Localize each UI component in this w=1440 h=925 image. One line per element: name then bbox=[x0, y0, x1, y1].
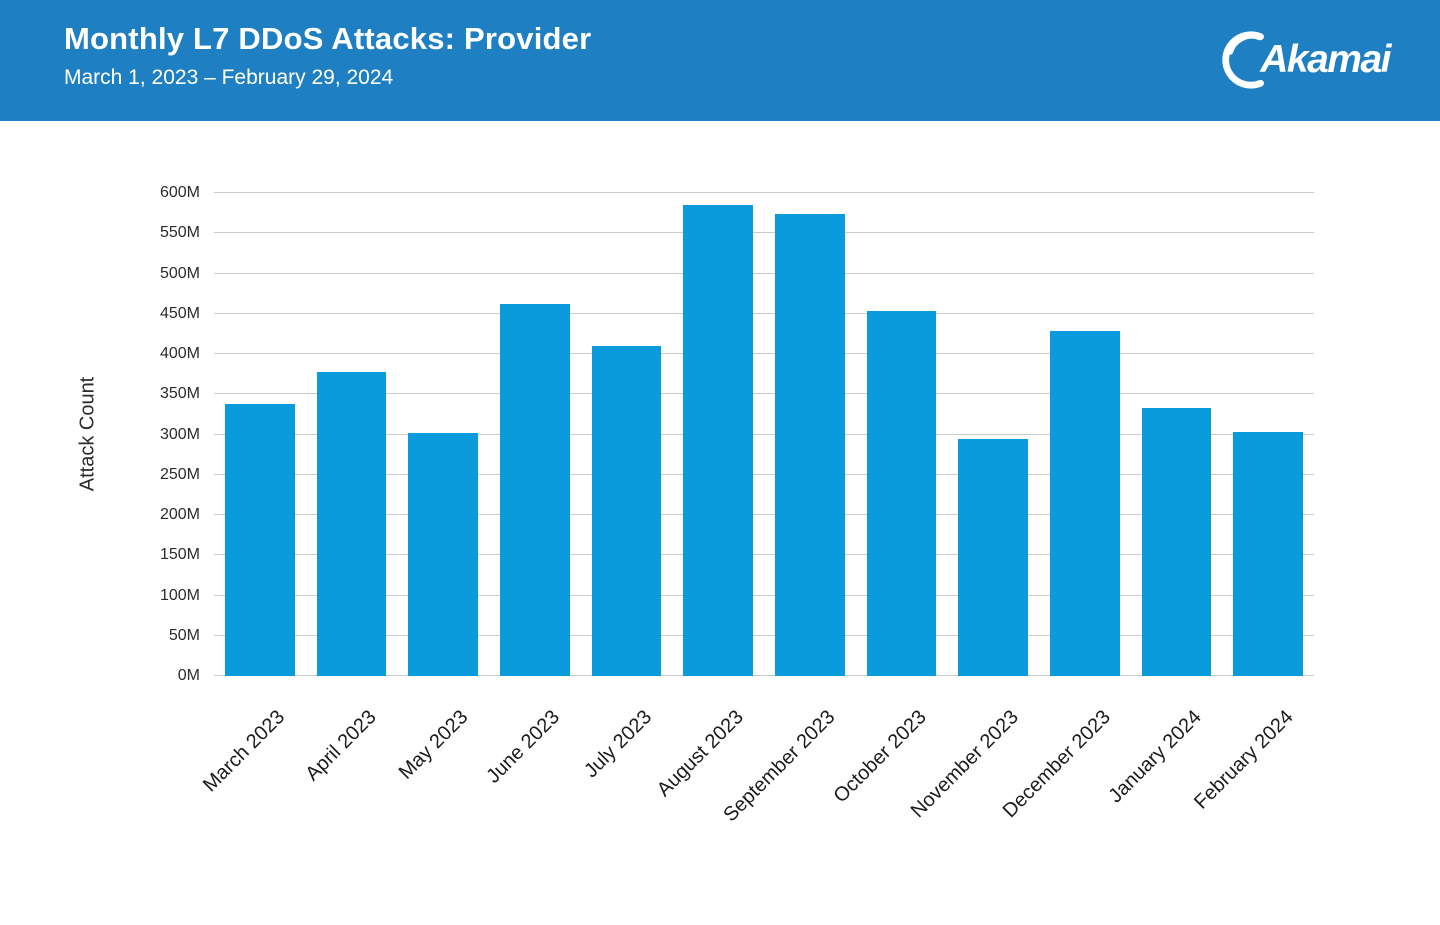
gridline-600M bbox=[214, 192, 1314, 193]
bar-slot-september-2023 bbox=[764, 193, 856, 676]
x-tick-june-2023: June 2023 bbox=[482, 706, 565, 788]
akamai-crescent-icon bbox=[1222, 31, 1265, 89]
header-banner: Monthly L7 DDoS Attacks: Provider March … bbox=[0, 0, 1440, 121]
bar-slot-march-2023 bbox=[214, 193, 306, 676]
gridline-50M bbox=[214, 634, 1314, 636]
gridline-300M bbox=[214, 433, 1314, 435]
x-tick-march-2023: March 2023 bbox=[199, 706, 290, 797]
x-tick-april-2023: April 2023 bbox=[301, 706, 382, 786]
bar-slot-october-2023 bbox=[856, 193, 948, 676]
gridline-250M bbox=[214, 473, 1314, 475]
y-tick-0M: 0M bbox=[177, 667, 200, 684]
y-tick-600M: 600M bbox=[159, 184, 200, 201]
y-tick-300M: 300M bbox=[159, 425, 200, 443]
x-axis-tick-labels: March 2023 April 2023 May 2023 June 2023 Jul… bbox=[199, 676, 1314, 925]
bar-june-2023 bbox=[500, 304, 570, 676]
y-tick-400M: 400M bbox=[159, 345, 200, 362]
x-tick-january-2024: January 2024 bbox=[1104, 706, 1207, 808]
gridline-200M bbox=[214, 514, 1314, 515]
gridline-400M bbox=[214, 353, 1314, 354]
page-title: Monthly L7 DDoS Attacks: Provider bbox=[64, 21, 592, 56]
gridline-500M bbox=[214, 272, 1314, 274]
bar-may-2023 bbox=[408, 432, 478, 676]
y-tick-500M: 500M bbox=[159, 264, 200, 282]
bar-january-2024 bbox=[1141, 407, 1212, 676]
bar-slot-february-2024 bbox=[1222, 193, 1314, 676]
gridline-450M bbox=[214, 312, 1314, 314]
y-tick-450M: 450M bbox=[159, 304, 200, 322]
y-tick-150M: 150M bbox=[159, 546, 200, 564]
x-tick-may-2023: May 2023 bbox=[395, 706, 473, 784]
bar-april-2023 bbox=[316, 371, 387, 676]
bar-slot-january-2024 bbox=[1131, 193, 1223, 676]
plot-area bbox=[214, 192, 1314, 676]
bar-slot-june-2023 bbox=[489, 193, 581, 676]
bar-series bbox=[214, 193, 1314, 676]
bar-september-2023 bbox=[775, 213, 845, 676]
gridline-350M bbox=[214, 393, 1314, 395]
bar-july-2023 bbox=[591, 345, 662, 676]
bar-slot-may-2023 bbox=[397, 193, 489, 676]
gridline-150M bbox=[214, 554, 1314, 556]
bar-slot-july-2023 bbox=[581, 193, 673, 676]
gridline-0M bbox=[214, 675, 1314, 676]
y-tick-200M: 200M bbox=[159, 506, 200, 523]
x-tick-october-2023: October 2023 bbox=[829, 706, 932, 808]
page-subtitle: March 1, 2023 – February 29, 2024 bbox=[64, 66, 394, 89]
bar-november-2023 bbox=[958, 438, 1029, 676]
akamai-logo: Akamai bbox=[1216, 28, 1391, 90]
y-axis-tick-labels: 0M 50M 100M 150M 200M 250M 300M 350M 400M 450M 500… bbox=[0, 184, 200, 684]
bar-slot-april-2023 bbox=[306, 193, 398, 676]
y-tick-550M: 550M bbox=[159, 224, 200, 242]
y-tick-100M: 100M bbox=[159, 586, 200, 604]
gridline-100M bbox=[214, 594, 1314, 596]
gridline-550M bbox=[214, 232, 1314, 234]
bar-august-2023 bbox=[683, 205, 754, 676]
bar-december-2023 bbox=[1050, 331, 1120, 676]
y-tick-50M: 50M bbox=[168, 626, 200, 644]
bar-slot-december-2023 bbox=[1039, 193, 1131, 676]
y-tick-350M: 350M bbox=[159, 385, 200, 403]
bar-february-2024 bbox=[1233, 432, 1304, 676]
bar-slot-november-2023 bbox=[947, 193, 1039, 676]
x-tick-august-2023: August 2023 bbox=[652, 706, 748, 801]
akamai-wordmark: Akamai bbox=[1260, 37, 1391, 81]
bar-slot-august-2023 bbox=[672, 193, 764, 676]
y-tick-250M: 250M bbox=[159, 465, 200, 483]
x-tick-july-2023: July 2023 bbox=[579, 706, 657, 783]
bar-october-2023 bbox=[866, 311, 937, 676]
bar-march-2023 bbox=[225, 403, 295, 676]
